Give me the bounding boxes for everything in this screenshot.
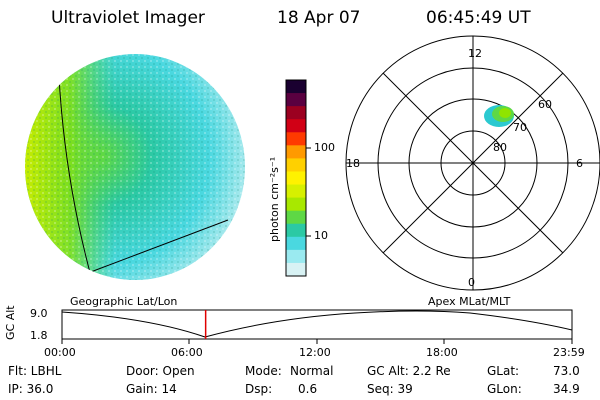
- mlt-label-12: 12: [468, 47, 482, 60]
- colorbar-unit-label: photon cm⁻²s⁻¹: [268, 156, 281, 242]
- colorbar-band: [286, 93, 306, 107]
- polar-diagonal-2: [382, 72, 564, 254]
- polar-auroral-patch: [484, 105, 514, 127]
- altitude-plot: [61, 309, 573, 344]
- mlat-label-70: 70: [513, 121, 527, 134]
- altitude-ytick-1-8: 1.8: [30, 329, 48, 342]
- altitude-plot-frame: [61, 309, 573, 340]
- filter-info: Flt: LBHL: [8, 364, 62, 378]
- altitude-xtick-1800: 18:00: [426, 346, 458, 359]
- ip-info: IP: 36.0: [8, 382, 54, 396]
- colorbar-band: [286, 132, 306, 146]
- uv-image-disk: [25, 54, 245, 280]
- altitude-xtick-0600: 06:00: [171, 346, 203, 359]
- gc-alt-info: GC Alt: 2.2 Re: [367, 364, 451, 378]
- mlat-label-60: 60: [538, 98, 552, 111]
- colorbar-band: [286, 236, 306, 251]
- dsp-label: Dsp:: [245, 382, 273, 396]
- seq-info: Seq: 39: [367, 382, 413, 396]
- mode-value: Normal: [290, 364, 334, 378]
- colorbar-tick-label-10: 10: [314, 229, 328, 242]
- colorbar-band: [286, 197, 306, 212]
- polar-mlat-mlt-plot: [345, 35, 600, 291]
- mode-label: Mode:: [245, 364, 282, 378]
- colorbar-band: [286, 119, 306, 133]
- colorbar-band: [286, 171, 306, 186]
- mlt-label-6: 6: [576, 157, 583, 170]
- time-label: 06:45:49 UT: [426, 8, 531, 28]
- color-scale-bar: [286, 80, 306, 277]
- colorbar-band: [286, 184, 306, 199]
- altitude-curve: [61, 310, 573, 338]
- geo-latitude-line: [87, 219, 229, 274]
- mlat-label-80: 80: [493, 141, 507, 154]
- geographic-grid-label: Geographic Lat/Lon: [70, 295, 178, 308]
- instrument-title: Ultraviolet Imager: [51, 8, 205, 28]
- altitude-ytick-9: 9.0: [30, 307, 48, 320]
- colorbar-band: [286, 210, 306, 225]
- colorbar-band: [286, 80, 306, 94]
- glat-label: GLat:: [487, 364, 520, 378]
- colorbar-band: [286, 106, 306, 120]
- color-scale-frame: [285, 79, 307, 277]
- glat-value: 73.0: [553, 364, 580, 378]
- altitude-ylabel: GC Alt: [4, 305, 17, 340]
- colorbar-band: [286, 145, 306, 159]
- apex-grid-label: Apex MLat/MLT: [428, 295, 511, 308]
- colorbar-band: [286, 262, 306, 277]
- dsp-value: 0.6: [298, 382, 318, 396]
- door-info: Door: Open: [126, 364, 195, 378]
- altitude-xtick-1200: 12:00: [299, 346, 331, 359]
- colorbar-tick-label-100: 100: [314, 141, 335, 154]
- date-label: 18 Apr 07: [277, 8, 361, 28]
- altitude-xtick-0000: 00:00: [44, 346, 76, 359]
- altitude-xtick-2359: 23:59: [553, 346, 585, 359]
- mlt-label-18: 18: [346, 157, 360, 170]
- colorbar-band: [286, 223, 306, 238]
- glon-label: GLon:: [487, 382, 522, 396]
- mlt-label-0: 0: [468, 276, 475, 289]
- glon-value: 34.9: [553, 382, 580, 396]
- colorbar-band: [286, 249, 306, 264]
- gain-info: Gain: 14: [126, 382, 177, 396]
- colorbar-band: [286, 158, 306, 172]
